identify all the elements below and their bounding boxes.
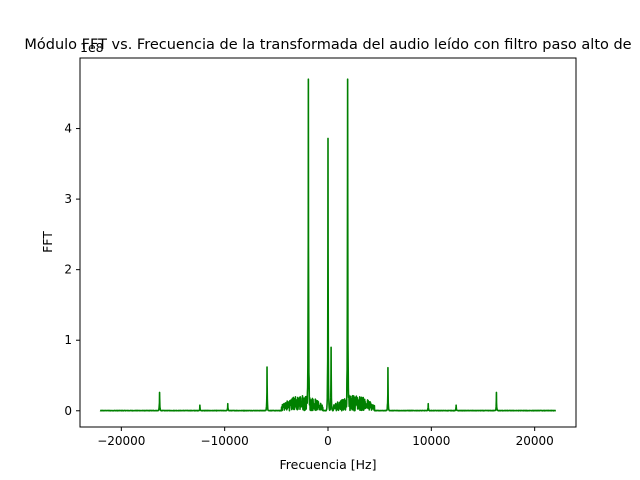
plot-area bbox=[99, 78, 557, 412]
x-axis-label: Frecuencia [Hz] bbox=[280, 457, 377, 472]
x-tick-label: −20000 bbox=[97, 434, 145, 448]
y-axis: 0 1 2 3 4 bbox=[64, 122, 80, 418]
x-axis: −20000 −10000 0 10000 20000 bbox=[97, 427, 554, 448]
x-tick-label: −10000 bbox=[201, 434, 249, 448]
x-tick-label: 20000 bbox=[516, 434, 554, 448]
fft-series-line bbox=[99, 78, 557, 412]
y-tick-label: 1 bbox=[64, 333, 72, 347]
x-tick-label: 10000 bbox=[412, 434, 450, 448]
y-axis-label: FFT bbox=[40, 231, 55, 253]
y-axis-offset-text: 1e8 bbox=[80, 40, 104, 55]
y-tick-label: 0 bbox=[64, 404, 72, 418]
y-tick-label: 3 bbox=[64, 192, 72, 206]
x-tick-label: 0 bbox=[324, 434, 332, 448]
chart-title: Módulo FFT vs. Frecuencia de la transfor… bbox=[24, 37, 631, 53]
y-tick-label: 2 bbox=[64, 263, 72, 277]
y-tick-label: 4 bbox=[64, 122, 72, 136]
